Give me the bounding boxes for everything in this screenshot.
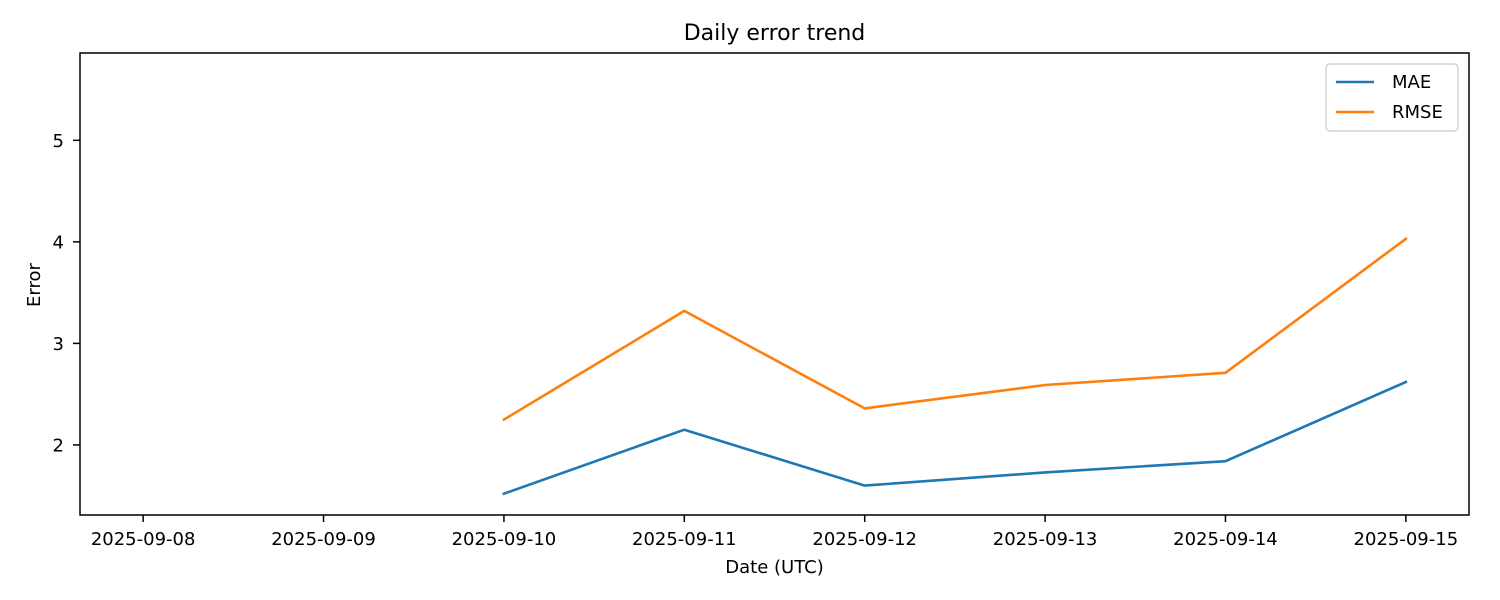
x-tick-label: 2025-09-09 bbox=[271, 529, 376, 550]
x-tick-label: 2025-09-13 bbox=[993, 529, 1098, 550]
y-axis-label: Error bbox=[24, 262, 45, 306]
series-lines bbox=[502, 236, 1408, 496]
legend: MAE RMSE bbox=[1325, 63, 1459, 132]
x-tick-label: 2025-09-11 bbox=[632, 529, 737, 550]
legend-label-rmse: RMSE bbox=[1392, 102, 1443, 123]
y-tick-label: 5 bbox=[53, 131, 64, 152]
x-axis-ticks: 2025-09-08 2025-09-09 2025-09-10 2025-09-11… bbox=[91, 515, 1458, 550]
y-tick-label: 4 bbox=[53, 232, 64, 253]
y-tick-label: 3 bbox=[53, 334, 64, 355]
chart-title: Daily error trend bbox=[684, 21, 866, 46]
series-line-mae bbox=[502, 380, 1408, 496]
series-line-rmse bbox=[502, 236, 1408, 422]
x-axis-label: Date (UTC) bbox=[725, 557, 823, 578]
plot-area bbox=[80, 53, 1469, 515]
x-tick-label: 2025-09-10 bbox=[452, 529, 557, 550]
x-tick-label: 2025-09-15 bbox=[1354, 529, 1459, 550]
plot-frame bbox=[79, 52, 1470, 516]
x-tick-label: 2025-09-08 bbox=[91, 529, 196, 550]
legend-label-mae: MAE bbox=[1392, 72, 1431, 93]
x-tick-label: 2025-09-12 bbox=[812, 529, 917, 550]
x-tick-label: 2025-09-14 bbox=[1173, 529, 1278, 550]
y-tick-label: 2 bbox=[53, 435, 64, 456]
y-axis-ticks: 2 3 4 5 bbox=[53, 131, 80, 456]
